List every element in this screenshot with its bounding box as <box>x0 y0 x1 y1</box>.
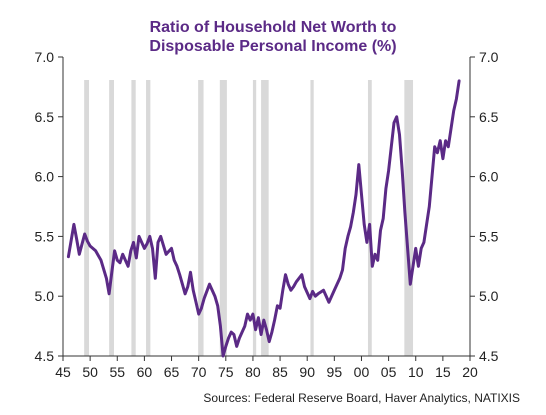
y-tick-label-left: 6.0 <box>35 169 55 185</box>
recession-bands <box>84 80 414 356</box>
x-tick-label: 55 <box>109 364 125 380</box>
x-tick-label: 05 <box>381 364 397 380</box>
y-tick-label-left: 6.5 <box>35 109 55 125</box>
recession-band <box>310 80 314 356</box>
x-tick-label: 45 <box>55 364 71 380</box>
y-tick-label-left: 7.0 <box>35 49 55 65</box>
y-tick-label-right: 6.0 <box>479 169 499 185</box>
x-tick-label: 20 <box>462 364 478 380</box>
y-tick-label-right: 4.5 <box>479 348 499 364</box>
x-tick-label: 15 <box>435 364 451 380</box>
tick-labels: 45 50 55 60 65 70 75 80 85 90 95 00 05 10 15 204.55.05.… <box>35 49 499 380</box>
x-tick-label: 10 <box>408 364 424 380</box>
recession-band <box>252 80 257 356</box>
x-tick-label: 60 <box>137 364 153 380</box>
y-tick-label-right: 6.5 <box>479 109 499 125</box>
x-tick-label: 65 <box>164 364 180 380</box>
y-tick-label-right: 7.0 <box>479 49 499 65</box>
recession-band <box>367 80 372 356</box>
x-tick-label: 70 <box>191 364 207 380</box>
recession-band <box>261 80 269 356</box>
y-tick-label-left: 5.5 <box>35 228 55 244</box>
recession-band <box>219 80 227 356</box>
recession-band <box>131 80 136 356</box>
x-tick-label: 75 <box>218 364 234 380</box>
chart-subtitle: Disposable Personal Income (%) <box>149 38 397 55</box>
x-tick-label: 90 <box>299 364 315 380</box>
source-note: Sources: Federal Reserve Board, Haver An… <box>203 391 520 405</box>
recession-band <box>404 80 414 356</box>
series-line <box>66 79 461 358</box>
recession-band <box>109 80 115 356</box>
chart-title: Ratio of Household Net Worth to <box>149 19 397 36</box>
recession-band <box>198 80 204 356</box>
y-tick-label-right: 5.0 <box>479 288 499 304</box>
x-tick-label: 95 <box>327 364 343 380</box>
axis-ticks <box>58 56 475 361</box>
y-tick-label-right: 5.5 <box>479 228 499 244</box>
recession-band <box>146 80 151 356</box>
x-tick-label: 50 <box>82 364 98 380</box>
series-lines <box>66 79 461 358</box>
x-tick-label: 85 <box>272 364 288 380</box>
x-tick-label: 00 <box>354 364 370 380</box>
y-tick-label-left: 4.5 <box>35 348 55 364</box>
recession-band <box>84 80 90 356</box>
y-tick-label-left: 5.0 <box>35 288 55 304</box>
x-tick-label: 80 <box>245 364 261 380</box>
